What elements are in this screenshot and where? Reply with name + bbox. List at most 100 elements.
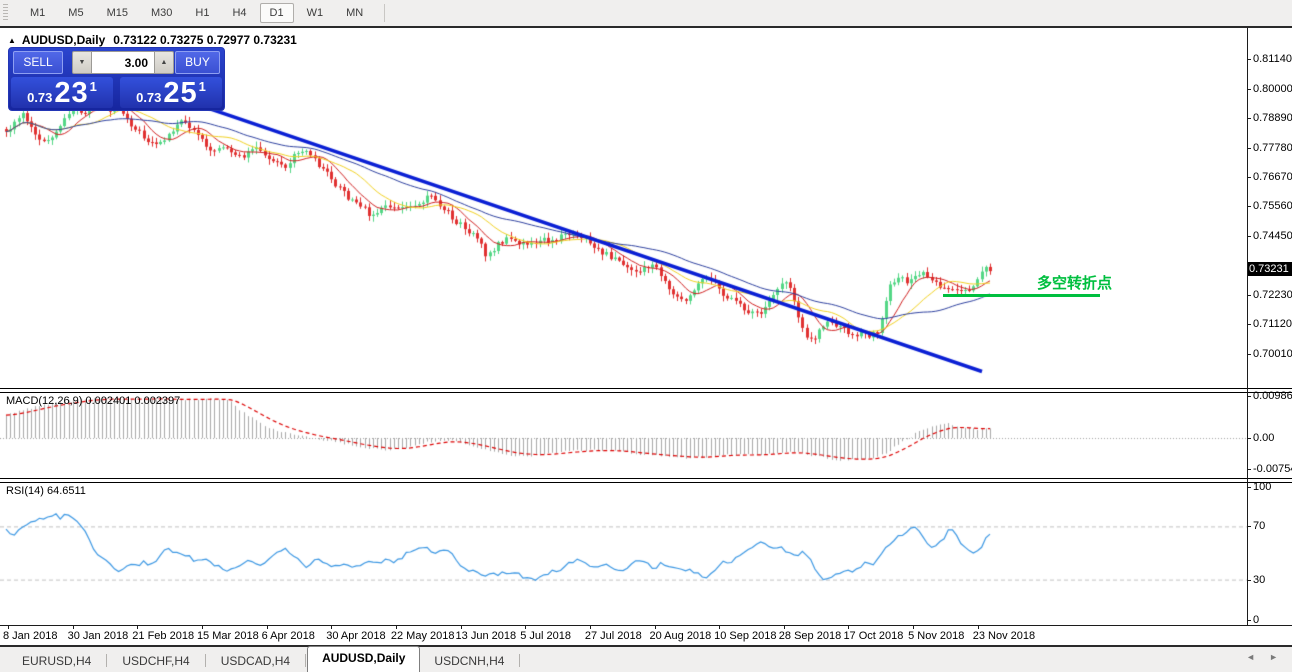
axis-tick-label: 30 [1253,573,1266,586]
rsi-canvas[interactable] [0,483,1247,625]
volume-input[interactable] [92,51,154,74]
time-tick-label: 30 Apr 2018 [326,630,386,642]
timeframe-button-d1[interactable]: D1 [259,3,294,23]
axis-tick-mark [1247,619,1251,621]
timeframe-buttons: M1 M5 M15 M30 H1 H4 D1 W1 MN [20,3,376,23]
collapse-panel-icon[interactable]: ▲ [8,35,16,45]
timeframe-button-m15[interactable]: M15 [106,7,128,19]
sell-button[interactable]: SELL [13,51,63,74]
macd-label: MACD(12,26,9) 0.002401 0.002397 [6,395,181,407]
time-tick-label: 15 Mar 2018 [196,630,259,642]
panel-splitter-macd[interactable] [0,388,1292,393]
time-tick-label: 27 Jul 2018 [584,630,642,642]
time-tick-mark [8,625,9,629]
current-price-badge: 0.73231 [1248,262,1292,276]
time-tick-label: 23 Nov 2018 [972,630,1036,642]
time-axis-line [0,625,1292,626]
axis-tick-label: 0.81140 [1253,52,1292,65]
toolbar-grip[interactable] [3,4,8,22]
chart-title-symbol: AUDUSD,Daily [21,33,106,47]
axis-tick-label: 0.70010 [1253,347,1292,360]
axis-tick-label: 0.80000 [1253,82,1292,95]
axis-tick-mark [1247,58,1251,60]
buy-button[interactable]: BUY [175,51,220,74]
sell-price-digits: 23 [54,77,89,109]
tab-separator [519,654,521,667]
window-border-bottom [0,645,1292,647]
axis-tick-mark [1247,147,1251,149]
volume-decrease-button[interactable]: ▼ [72,51,92,74]
time-tick-mark [72,625,74,629]
axis-tick-mark [1247,579,1251,581]
axis-tick-mark [1247,294,1251,296]
tab-separator [106,654,108,667]
time-tick-mark [977,625,979,629]
buy-price-digits: 25 [163,77,198,109]
time-tick-mark [525,625,527,629]
axis-tick-mark [1247,118,1251,120]
sell-price-prefix: 0.73 [27,90,53,105]
axis-tick-label: 70 [1253,520,1266,533]
rsi-label: RSI(14) 64.6511 [6,485,86,497]
tab-scroll-right-icon[interactable]: ► [1269,652,1278,662]
tab-separator [204,654,206,667]
timeframe-button-m5[interactable]: M5 [68,7,84,19]
annotation-text[interactable]: 多空转折点 [1037,275,1113,292]
time-tick-label: 5 Jul 2018 [520,630,571,642]
timeframe-button-h4[interactable]: H4 [232,7,247,19]
time-tick-label: 8 Jan 2018 [3,630,58,642]
chart-tabs: EURUSD,H4 USDCHF,H4 USDCAD,H4 AUDUSD,Daily U… [8,646,521,672]
chart-title: ▲ AUDUSD,Daily 0.73122 0.73275 0.72977 0… [8,33,297,47]
time-tick-label: 30 Jan 2018 [67,630,129,642]
axis-tick-mark [1247,235,1251,237]
chart-tab-audusddaily[interactable]: AUDUSD,Daily [307,646,421,672]
chart-title-ohlc: 0.73122 0.73275 0.72977 0.73231 [113,33,297,47]
axis-tick-mark [1247,176,1251,178]
axis-tick-label: 0.75560 [1253,200,1292,213]
axis-tick-mark [1247,324,1251,326]
time-tick-mark [137,625,139,629]
time-tick-label: 21 Feb 2018 [132,630,195,642]
buy-price-prefix: 0.73 [136,90,162,105]
chart-tab-eurusdh4[interactable]: EURUSD,H4 [22,654,92,668]
chart-tab-bar: EURUSD,H4 USDCHF,H4 USDCAD,H4 AUDUSD,Daily U… [0,646,1292,672]
axis-tick-mark [1247,206,1251,208]
axis-tick-label: 0.009863 [1253,390,1292,403]
axis-tick-label: 0 [1253,613,1260,626]
support-line[interactable] [943,294,1100,297]
macd-canvas[interactable] [0,393,1247,478]
sell-price-display[interactable]: 0.73 23 1 [11,77,113,108]
time-tick-mark [719,625,721,629]
axis-tick-label: 0.78890 [1253,112,1292,125]
panel-splitter-rsi[interactable] [0,478,1292,483]
buy-price-display[interactable]: 0.73 25 1 [120,77,222,108]
axis-tick-mark [1247,437,1251,439]
time-tick-mark [589,625,591,629]
time-tick-mark [783,625,785,629]
timeframe-toolbar: M1 M5 M15 M30 H1 H4 D1 W1 MN [0,0,1292,26]
axis-tick-label: 0.76670 [1253,170,1292,183]
chart-tab-usdchfh4[interactable]: USDCHF,H4 [122,654,190,668]
time-tick-mark [913,625,915,629]
toolbar-separator [384,4,386,22]
time-tick-label: 28 Sep 2018 [778,630,842,642]
volume-increase-button[interactable]: ▲ [154,51,174,74]
timeframe-button-mn[interactable]: MN [346,7,364,19]
time-tick-label: 6 Apr 2018 [261,630,315,642]
timeframe-button-h1[interactable]: H1 [195,7,210,19]
window-border-top [0,26,1292,28]
tab-separator [305,654,307,667]
time-tick-label: 10 Sep 2018 [714,630,777,642]
timeframe-button-m30[interactable]: M30 [150,7,173,19]
chart-tab-usdcnhh4[interactable]: USDCNH,H4 [434,654,505,668]
chart-tab-usdcadh4[interactable]: USDCAD,H4 [220,654,291,668]
timeframe-button-w1[interactable]: W1 [306,7,324,19]
sell-price-point: 1 [89,79,97,94]
axis-tick-label: 0.00 [1253,431,1275,444]
axis-tick-mark [1247,468,1251,470]
timeframe-button-m1[interactable]: M1 [30,7,46,19]
tab-scroll-left-icon[interactable]: ◄ [1246,652,1256,662]
time-tick-mark [395,625,397,629]
time-tick-label: 17 Oct 2018 [843,630,904,642]
